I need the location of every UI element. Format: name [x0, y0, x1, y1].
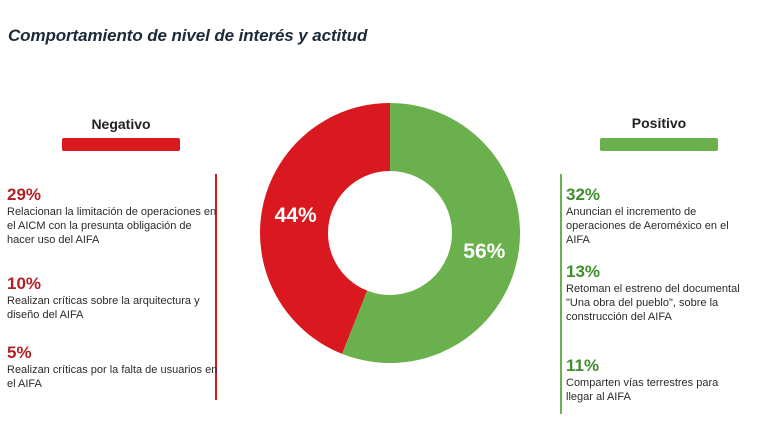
positive-label: Positivo — [631, 115, 687, 131]
positive-divider — [560, 174, 562, 414]
negative-item-text: Realizan críticas sobre la arquitectura … — [7, 295, 200, 321]
negative-item-pct: 29% — [7, 185, 42, 204]
page-title: Comportamiento de nivel de interés y act… — [8, 26, 368, 45]
positive-item-pct: 32% — [566, 185, 601, 204]
positive-item-pct: 11% — [566, 356, 600, 375]
positive-item-pct: 13% — [566, 262, 601, 281]
negative-item: 5% Realizan críticas por la falta de usu… — [7, 343, 222, 391]
negative-item: 29% Relacionan la limitación de operacio… — [7, 185, 222, 247]
negative-item: 10% Realizan críticas sobre la arquitect… — [7, 274, 222, 322]
positive-item: 13% Retoman el estreno del documental "U… — [566, 262, 751, 324]
negative-item-text: Relacionan la limitación de operaciones … — [7, 206, 217, 246]
donut-slice-negativo — [260, 103, 390, 354]
donut-label-negativo: 44% — [275, 204, 317, 227]
donut-label-positivo: 56% — [463, 240, 505, 263]
positive-item-text: Comparten vías terrestres para llegar al… — [566, 377, 719, 403]
positive-bar — [600, 138, 718, 151]
negative-label: Negativo — [91, 116, 151, 132]
negative-item-pct: 5% — [7, 343, 32, 362]
donut-slice-positivo — [342, 103, 520, 363]
positive-item-text: Anuncian el incremento de operaciones de… — [566, 206, 729, 246]
negative-bar — [62, 138, 180, 151]
negative-item-pct: 10% — [7, 274, 42, 293]
positive-item-text: Retoman el estreno del documental "Una o… — [566, 283, 740, 323]
negative-divider — [215, 174, 217, 400]
positive-item: 11% Comparten vías terrestres para llega… — [566, 356, 746, 404]
negative-item-text: Realizan críticas por la falta de usuari… — [7, 364, 218, 390]
positive-item: 32% Anuncian el incremento de operacione… — [566, 185, 746, 247]
donut-chart: 44% 56% — [260, 103, 520, 363]
